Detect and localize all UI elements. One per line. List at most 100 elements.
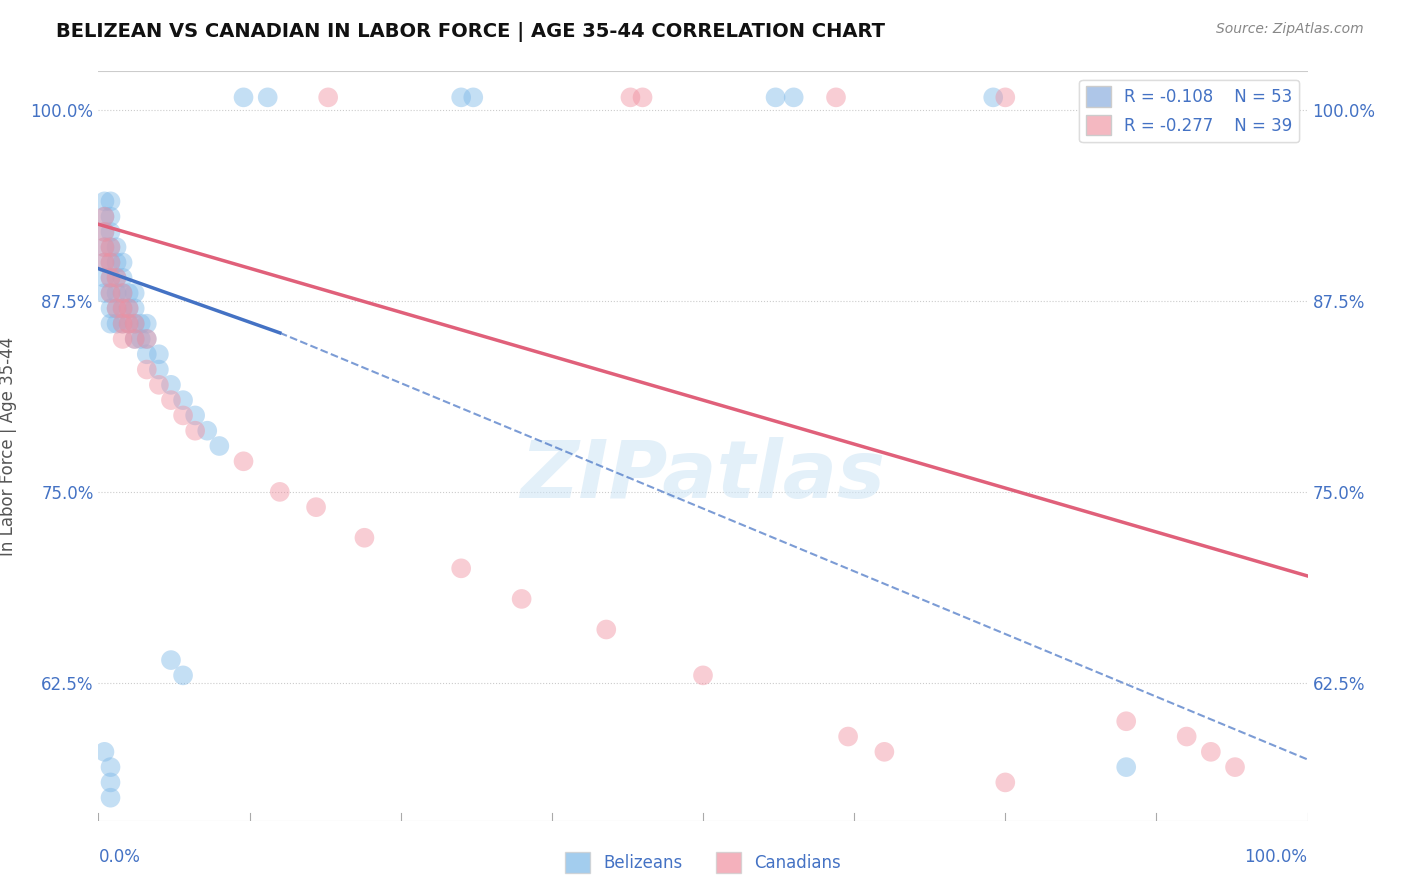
Point <box>124 317 146 331</box>
Point <box>100 240 122 254</box>
Point <box>994 775 1017 789</box>
Text: 100.0%: 100.0% <box>1244 848 1308 866</box>
Point <box>100 255 122 269</box>
Point <box>111 255 134 269</box>
Point <box>100 286 122 301</box>
Point <box>100 225 122 239</box>
Point <box>100 286 122 301</box>
Point <box>100 790 122 805</box>
Point <box>105 270 128 285</box>
Point <box>135 332 157 346</box>
Point <box>111 317 134 331</box>
Point <box>208 439 231 453</box>
Point <box>100 775 122 789</box>
Point <box>1115 760 1137 774</box>
Point <box>93 210 115 224</box>
Point <box>148 347 170 361</box>
Point <box>510 591 533 606</box>
Point <box>160 393 183 408</box>
Point <box>873 745 896 759</box>
Point <box>105 286 128 301</box>
Point <box>631 90 654 104</box>
Point <box>1199 745 1222 759</box>
Point <box>160 377 183 392</box>
Legend: R = -0.108    N = 53, R = -0.277    N = 39: R = -0.108 N = 53, R = -0.277 N = 39 <box>1080 79 1299 142</box>
Point <box>124 301 146 316</box>
Point <box>1115 714 1137 729</box>
Point <box>93 286 115 301</box>
Point <box>232 454 254 468</box>
Text: BELIZEAN VS CANADIAN IN LABOR FORCE | AGE 35-44 CORRELATION CHART: BELIZEAN VS CANADIAN IN LABOR FORCE | AG… <box>56 22 886 42</box>
Point <box>129 317 152 331</box>
Point <box>129 332 152 346</box>
Point <box>825 90 848 104</box>
Y-axis label: In Labor Force | Age 35-44: In Labor Force | Age 35-44 <box>0 336 17 556</box>
Point <box>160 653 183 667</box>
Point <box>105 317 128 331</box>
Point <box>148 377 170 392</box>
Point <box>135 362 157 376</box>
Point <box>105 240 128 254</box>
Point <box>463 90 485 104</box>
Point <box>450 90 472 104</box>
Point <box>100 760 122 774</box>
Text: Source: ZipAtlas.com: Source: ZipAtlas.com <box>1216 22 1364 37</box>
Point <box>135 347 157 361</box>
Point <box>93 270 115 285</box>
Point <box>105 301 128 316</box>
Point <box>195 424 218 438</box>
Point <box>111 286 134 301</box>
Point <box>100 240 122 254</box>
Point <box>100 270 122 285</box>
Point <box>837 730 859 744</box>
Point <box>105 301 128 316</box>
Point <box>100 317 122 331</box>
Point <box>111 270 134 285</box>
Point <box>111 301 134 316</box>
Point <box>124 317 146 331</box>
Point <box>93 255 115 269</box>
Point <box>93 210 115 224</box>
Point <box>184 409 207 423</box>
Point <box>782 90 804 104</box>
Point <box>135 317 157 331</box>
Point <box>232 90 254 104</box>
Point <box>353 531 375 545</box>
Point <box>100 210 122 224</box>
Point <box>105 255 128 269</box>
Point <box>93 225 115 239</box>
Point <box>111 301 134 316</box>
Point <box>111 286 134 301</box>
Point <box>595 623 617 637</box>
Point <box>111 332 134 346</box>
Point <box>100 255 122 269</box>
Point <box>305 500 328 515</box>
Legend: Belizeans, Canadians: Belizeans, Canadians <box>558 846 848 880</box>
Point <box>619 90 641 104</box>
Text: 0.0%: 0.0% <box>98 848 141 866</box>
Point <box>172 393 194 408</box>
Point <box>118 286 141 301</box>
Point <box>184 424 207 438</box>
Point <box>124 332 146 346</box>
Point <box>765 90 787 104</box>
Point <box>124 332 146 346</box>
Point <box>111 317 134 331</box>
Point <box>93 194 115 209</box>
Point <box>1223 760 1246 774</box>
Point <box>135 332 157 346</box>
Point <box>93 255 115 269</box>
Point <box>118 317 141 331</box>
Point <box>148 362 170 376</box>
Point <box>692 668 714 682</box>
Point <box>124 286 146 301</box>
Point <box>1175 730 1198 744</box>
Point <box>981 90 1004 104</box>
Text: ZIPatlas: ZIPatlas <box>520 437 886 515</box>
Point <box>994 90 1017 104</box>
Point <box>100 270 122 285</box>
Point <box>172 668 194 682</box>
Point <box>450 561 472 575</box>
Point <box>93 745 115 759</box>
Point <box>93 240 115 254</box>
